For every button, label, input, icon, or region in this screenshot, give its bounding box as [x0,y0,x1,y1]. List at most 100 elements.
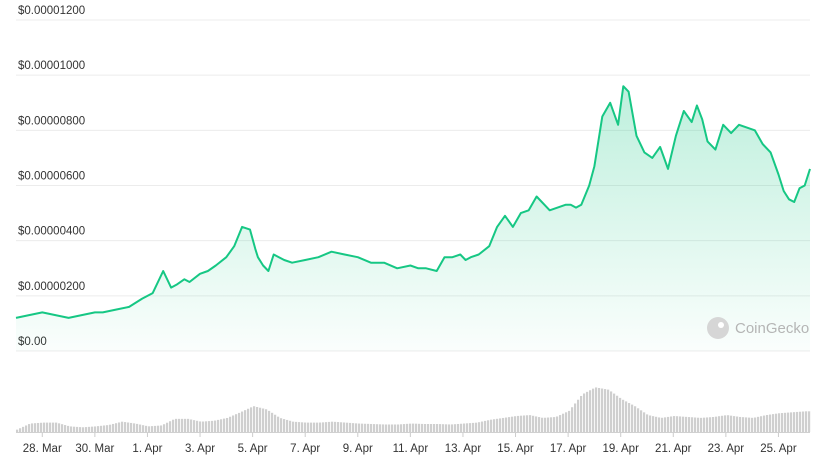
x-tick-label: 15. Apr [497,443,534,455]
volume-bar [547,417,550,432]
volume-bar [415,423,418,432]
volume-bar [112,423,115,432]
volume-bar [148,426,151,432]
volume-bar [565,412,568,432]
volume-bar [145,425,148,432]
volume-bar [211,420,214,432]
volume-bar [685,416,688,432]
volume-bar [163,424,166,432]
volume-bar [271,412,274,432]
volume-bar [490,419,493,432]
volume-bar [475,422,478,432]
gecko-logo-eye [718,322,724,328]
volume-bar [553,417,556,432]
volume-bar [226,417,229,432]
volume-bar [793,412,796,432]
volume-bar [220,419,223,432]
coingecko-watermark: CoinGecko [707,317,809,339]
volume-bar [394,424,397,432]
volume-bar [238,412,241,432]
volume-bar [616,395,619,432]
volume-bar [91,426,94,432]
volume-bar [64,425,67,432]
volume-bar [391,424,394,432]
volume-bar [649,415,652,432]
volume-bar [802,411,805,432]
volume-bar [265,409,268,432]
volume-bar [754,417,757,432]
volume-bar [397,424,400,432]
volume-bar [571,407,574,432]
volume-bar [277,416,280,432]
volume-bar [418,423,421,432]
volume-bar [25,425,28,432]
volume-bar [217,419,220,432]
price-line [15,85,811,319]
volume-bar [466,423,469,432]
gecko-logo-icon [707,317,729,339]
volume-bar [340,422,343,432]
x-tick-label: 17. Apr [550,443,587,455]
volume-bar [709,417,712,432]
volume-bar [556,416,559,432]
volume-bar [412,423,415,432]
volume-bar [361,423,364,432]
volume-bar [529,415,532,432]
volume-bar [799,411,802,432]
volume-bar [574,403,577,432]
volume-bar [655,416,658,432]
volume-bar [376,424,379,432]
volume-bar [502,417,505,432]
volume-bar [154,425,157,432]
volume-bar [409,423,412,432]
volume-bar [679,416,682,432]
volume-bar [676,416,679,432]
volume-bar [691,417,694,432]
volume-bar [229,416,232,432]
volume-bar [178,418,181,432]
volume-bar [169,421,172,432]
volume-bar [577,399,580,432]
volume-bar [385,424,388,432]
volume-bar [97,426,100,432]
x-tick-label: 11. Apr [393,443,429,455]
volume-bar [202,421,205,432]
volume-bar [352,423,355,432]
volume-bar [703,417,706,432]
volume-bar [28,424,31,432]
volume-bar [601,388,604,432]
volume-bar [763,415,766,432]
x-tick-label: 28. Mar [23,443,62,455]
volume-bar [274,414,277,432]
volume-bar [301,422,304,432]
x-tick-label: 21. Apr [655,443,692,455]
volume-bar [115,423,118,432]
volume-bar [307,422,310,432]
volume-bar [613,393,616,432]
x-tick-label: 1. Apr [132,443,162,455]
volume-bar [52,422,55,432]
volume-bar [721,415,724,432]
volume-bar [139,424,142,432]
volume-bar [481,421,484,432]
volume-bar [796,411,799,432]
x-axis-ticks: 28. Mar 30. Mar 1. Apr 3. Apr 5. Apr 7. Apr 9.… [23,433,797,455]
volume-bar [364,423,367,432]
volume-bar [328,421,331,432]
y-tick-label: $0.00000600 [18,171,85,183]
volume-bar [448,424,451,432]
volume-bar [760,416,763,432]
volume-bar [550,417,553,432]
volume-bar [283,419,286,432]
volume-bar [127,422,130,432]
volume-bar [40,422,43,432]
volume-bar [406,423,409,432]
volume-bar [292,421,295,432]
volume-bar [766,414,769,432]
volume-bar [661,417,664,432]
volume-bar [382,424,385,432]
volume-bar [733,416,736,432]
volume-bar [658,417,661,432]
volume-bar [367,423,370,432]
